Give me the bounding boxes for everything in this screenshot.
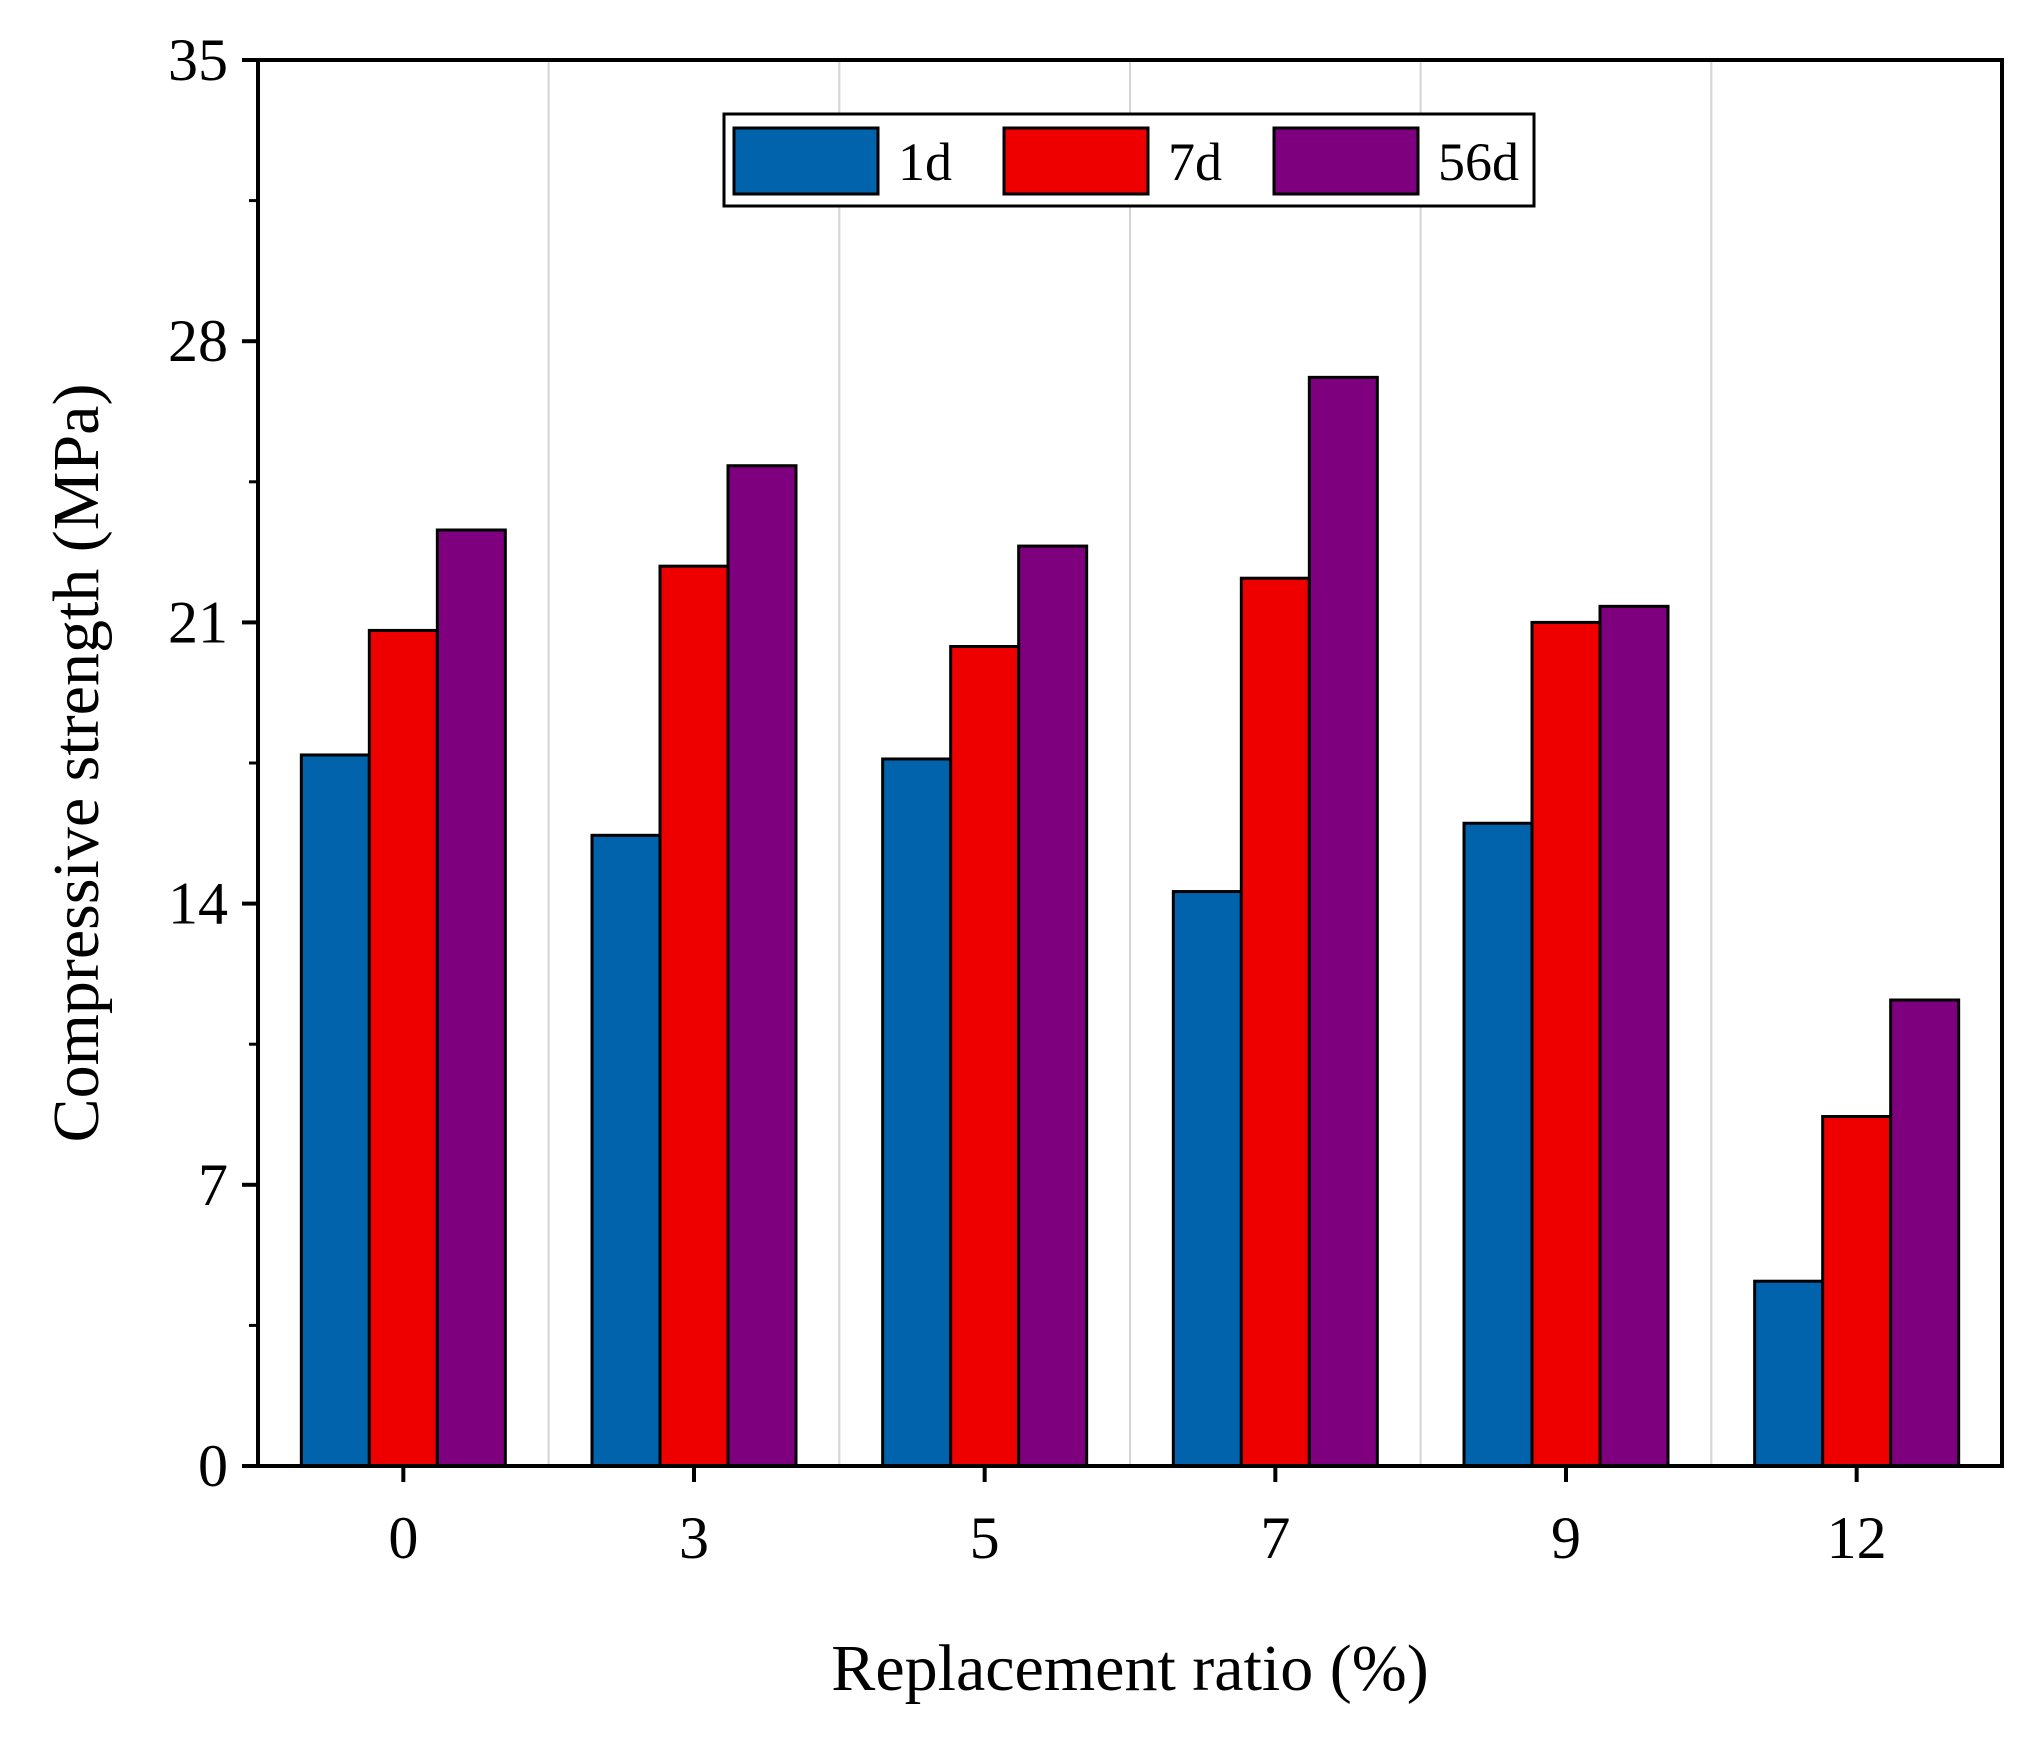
- legend-label-7d: 7d: [1168, 132, 1222, 192]
- bars: [299, 375, 1961, 1468]
- y-tick-label: 21: [168, 589, 228, 655]
- bar-56d-0: [435, 528, 507, 1468]
- x-tick-label: 5: [970, 1505, 1000, 1571]
- bar-7d-5: [949, 645, 1021, 1468]
- bar-56d-12: [1889, 998, 1961, 1468]
- legend-swatch-1d: [732, 126, 880, 196]
- y-tick-label: 7: [198, 1152, 228, 1218]
- bar-56d-3: [726, 464, 798, 1468]
- legend-swatch-7d: [1002, 126, 1150, 196]
- x-tick-label: 7: [1260, 1505, 1290, 1571]
- bar-56d-9: [1598, 604, 1670, 1468]
- bar-1d-7: [1171, 890, 1243, 1468]
- y-tick-label: 14: [168, 871, 228, 937]
- x-tick-label: 12: [1827, 1505, 1887, 1571]
- x-tick-label: 0: [388, 1505, 418, 1571]
- grid-lines: [547, 60, 1713, 1466]
- bar-7d-7: [1239, 576, 1311, 1468]
- legend: 1d 7d 56d: [722, 112, 1536, 208]
- bar-1d-3: [590, 833, 662, 1468]
- bar-1d-12: [1753, 1279, 1825, 1468]
- legend-label-56d: 56d: [1438, 132, 1519, 192]
- bar-7d-9: [1530, 620, 1602, 1468]
- bar-1d-9: [1462, 821, 1534, 1468]
- x-tick-label: 9: [1551, 1505, 1581, 1571]
- x-tick-label: 3: [679, 1505, 709, 1571]
- legend-label-1d: 1d: [898, 132, 952, 192]
- bar-7d-0: [367, 628, 439, 1468]
- bar-56d-7: [1307, 375, 1379, 1468]
- bar-1d-5: [881, 757, 953, 1468]
- x-axis-title: Replacement ratio (%): [831, 1632, 1428, 1705]
- y-tick-label: 0: [198, 1433, 228, 1499]
- y-tick-label: 35: [168, 27, 228, 93]
- bar-7d-3: [658, 564, 730, 1468]
- bar-7d-12: [1821, 1115, 1893, 1468]
- bar-56d-5: [1017, 544, 1089, 1468]
- y-axis-title: Compressive strength (MPa): [40, 384, 113, 1143]
- y-tick-label: 28: [168, 308, 228, 374]
- legend-swatch-56d: [1272, 126, 1420, 196]
- bar-1d-0: [299, 753, 371, 1468]
